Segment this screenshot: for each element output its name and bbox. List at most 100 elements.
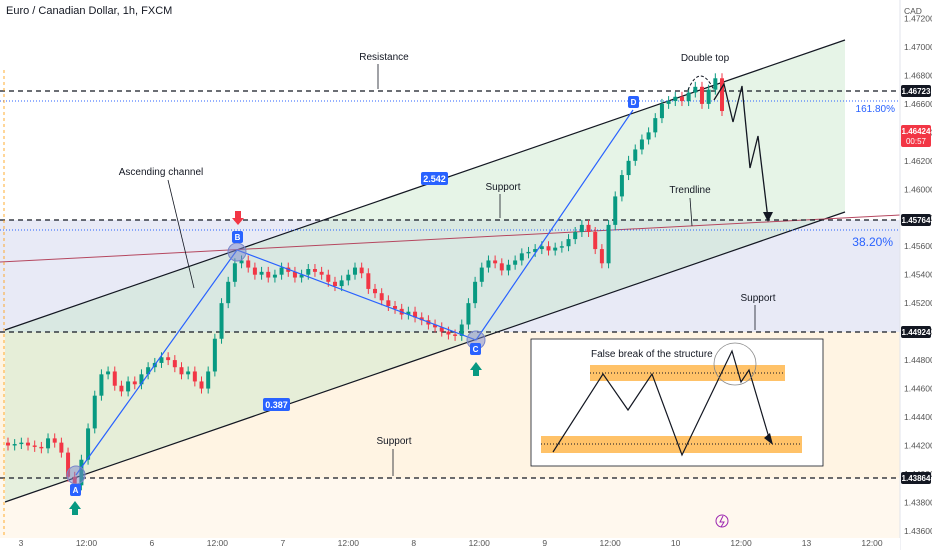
y-tick-label: 1.45400 <box>904 270 932 280</box>
projection-path[interactable] <box>713 82 769 220</box>
candle-body <box>453 334 458 336</box>
double-top-arc <box>687 75 715 91</box>
trendline-label: Trendline <box>669 185 711 196</box>
candle-body <box>586 224 591 232</box>
candle-body <box>619 175 624 197</box>
x-tick-label: 12:00 <box>76 538 98 548</box>
candle-body <box>132 381 137 385</box>
candle-body <box>186 371 191 375</box>
currency-label: CAD <box>904 6 922 16</box>
candle-body <box>413 311 418 318</box>
candles[interactable] <box>6 73 724 491</box>
zone-bottom <box>0 478 900 538</box>
candle-body <box>393 306 398 309</box>
time-axis[interactable] <box>0 538 900 550</box>
x-tick-label: 12:00 <box>469 538 491 548</box>
badge-current <box>901 125 931 147</box>
candle-body <box>279 267 284 275</box>
candle-body <box>720 78 724 112</box>
candle-body <box>546 246 551 251</box>
candle-body <box>92 395 97 429</box>
support-mid-label: Support <box>485 182 520 193</box>
candle-body <box>626 160 631 176</box>
y-tick-label: 1.45200 <box>904 298 932 308</box>
candle-body <box>553 247 558 251</box>
candle-body <box>659 103 664 119</box>
candle-body <box>12 444 17 446</box>
ratio-bd-badge <box>421 172 448 185</box>
abcd-pattern-line[interactable] <box>75 109 634 476</box>
badge-upper <box>901 85 931 97</box>
candle-body <box>159 357 164 363</box>
candle-body <box>706 89 711 104</box>
candle-body <box>146 367 151 375</box>
candle-body <box>212 338 217 372</box>
candle-body <box>473 281 478 304</box>
fib-upper-label: 161.80% <box>856 104 896 115</box>
candle-body <box>306 269 311 275</box>
point-a-marker <box>66 465 86 485</box>
y-tick-label: 1.46200 <box>904 156 932 166</box>
y-tick-label: 1.46000 <box>904 184 932 194</box>
badge-lower-mid <box>901 326 931 338</box>
trendline-pointer <box>689 197 693 227</box>
x-tick-label: 3 <box>19 538 24 548</box>
candle-body <box>226 281 231 304</box>
arrow-down-red <box>232 211 244 225</box>
ratio-bd-label: 2.542 <box>423 174 446 184</box>
candle-body <box>206 371 211 389</box>
y-tick-label: 1.44800 <box>904 355 932 365</box>
candle-body <box>246 260 251 268</box>
symbol-title: Euro / Canadian Dollar, 1h, FXCM <box>6 5 173 17</box>
badge-lower-mid-text: 1.44924 <box>902 328 931 337</box>
candle-body <box>112 371 117 386</box>
y-tick-label: 1.43800 <box>904 497 932 507</box>
candle-body <box>379 293 384 301</box>
candle-body <box>139 374 144 385</box>
y-tick-label: 1.46600 <box>904 99 932 109</box>
candle-body <box>559 246 564 248</box>
candle-body <box>573 231 578 240</box>
candle-body <box>646 132 651 140</box>
candle-body <box>172 360 177 368</box>
candle-body <box>19 442 24 445</box>
x-tick-label: 12:00 <box>338 538 360 548</box>
resistance-label: Resistance <box>359 52 409 63</box>
candle-body <box>119 385 124 392</box>
false-break-inset[interactable]: False break of the structure <box>530 338 824 467</box>
candle-body <box>446 331 451 335</box>
false-break-label: False break of the structure <box>591 349 713 360</box>
double-top-label: Double top <box>681 53 730 64</box>
candle-body <box>86 428 91 460</box>
candle-body <box>252 267 257 275</box>
candle-body <box>179 367 184 375</box>
candle-body <box>713 78 718 90</box>
candle-body <box>312 269 317 272</box>
trendline[interactable] <box>0 214 901 263</box>
x-tick-label: 8 <box>411 538 416 548</box>
point-b-label: B <box>235 233 241 242</box>
candle-body <box>126 381 131 392</box>
badge-bottom <box>901 472 931 484</box>
candle-body <box>332 281 337 287</box>
lightning-icon[interactable] <box>715 514 729 528</box>
y-tick-label: 1.45600 <box>904 241 932 251</box>
y-tick-label: 1.47000 <box>904 42 932 52</box>
candle-body <box>166 357 171 361</box>
candle-body <box>693 86 698 93</box>
channel-lower-line[interactable] <box>4 211 846 503</box>
y-tick-label: 1.44400 <box>904 412 932 422</box>
candle-body <box>66 452 71 477</box>
x-tick-label: 7 <box>280 538 285 548</box>
x-tick-label: 12:00 <box>861 538 883 548</box>
point-b-badge <box>232 231 243 243</box>
candle-body <box>479 267 484 282</box>
badge-upper-text: 1.46723 <box>902 87 931 96</box>
candle-body <box>533 249 538 252</box>
candle-body <box>292 271 297 278</box>
candle-body <box>386 300 391 307</box>
point-a-label: A <box>73 486 79 495</box>
candle-body <box>639 139 644 150</box>
candle-body <box>433 324 438 328</box>
